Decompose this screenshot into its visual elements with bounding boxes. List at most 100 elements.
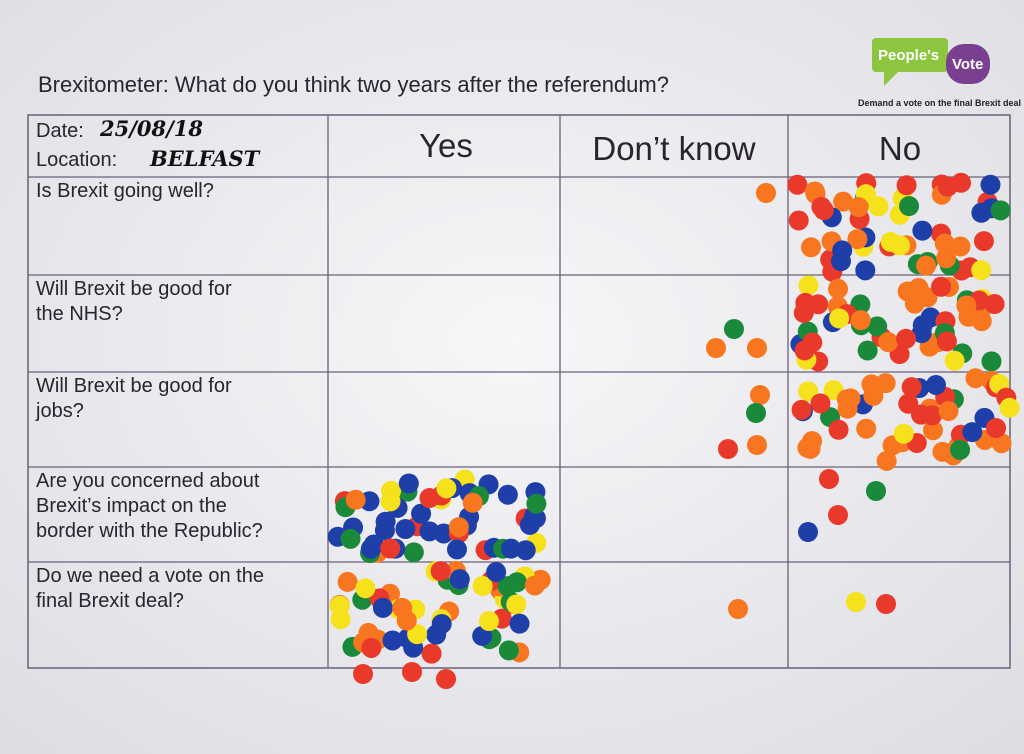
- sticker-dot: [330, 609, 351, 630]
- sticker-dot: [506, 572, 527, 593]
- sticker-dot: [893, 423, 914, 444]
- sticker-dots: [327, 172, 1020, 689]
- sticker-dot: [944, 350, 965, 371]
- sticker-dot: [896, 175, 917, 196]
- sticker-dot: [403, 542, 424, 563]
- sticker-dot: [380, 491, 401, 512]
- sticker-dot: [901, 377, 922, 398]
- sticker-dot: [936, 331, 957, 352]
- sticker-dot: [509, 613, 530, 634]
- question: Is Brexit going well?: [36, 180, 214, 202]
- sticker-dot: [819, 469, 839, 489]
- sticker-dot: [950, 439, 971, 460]
- sticker-dot: [395, 519, 416, 540]
- question: final Brexit deal?: [36, 590, 184, 612]
- sticker-dot: [971, 260, 992, 281]
- sticker-dot: [846, 592, 866, 612]
- question: Will Brexit be good for: [36, 278, 232, 300]
- logo: People's Vote Demand a vote on the final…: [858, 38, 1021, 108]
- question: jobs?: [35, 400, 84, 422]
- sticker-dot: [337, 571, 358, 592]
- sticker-dot: [515, 540, 536, 561]
- sticker-dot: [916, 255, 937, 276]
- sticker-dot: [449, 569, 470, 590]
- sticker-dot: [402, 662, 422, 682]
- sticker-dot: [433, 523, 454, 544]
- sticker-dot: [728, 599, 748, 619]
- sticker-dot: [828, 278, 849, 299]
- sticker-dot: [867, 316, 888, 337]
- question: Do we need a vote on the: [36, 565, 264, 587]
- sticker-dot: [837, 398, 858, 419]
- date: 25/08/18: [99, 116, 203, 141]
- sticker-dot: [747, 435, 767, 455]
- sticker-dot: [795, 292, 816, 313]
- sticker-dot: [718, 439, 738, 459]
- sticker-dot: [407, 624, 428, 645]
- sticker-dot: [866, 481, 886, 501]
- location-label: Location:: [36, 149, 117, 171]
- question: border with the Republic?: [36, 520, 263, 542]
- sticker-dot: [801, 237, 822, 258]
- sticker-dot: [421, 643, 442, 664]
- sticker-dot: [448, 517, 469, 538]
- sticker-dot: [828, 419, 849, 440]
- sticker-dot: [848, 197, 869, 218]
- location: BELFAST: [149, 146, 261, 171]
- sticker-dot: [363, 534, 384, 555]
- sticker-dot: [850, 310, 871, 331]
- sticker-dot: [911, 323, 932, 344]
- sticker-dot: [787, 174, 808, 195]
- sticker-dot: [802, 332, 823, 353]
- sticker-dot: [938, 401, 959, 422]
- sticker-dot: [392, 597, 413, 618]
- logo-text: Vote: [952, 56, 983, 73]
- sticker-dot: [436, 669, 456, 689]
- sticker-dot: [973, 231, 994, 252]
- question: the NHS?: [36, 303, 123, 325]
- sticker-dot: [950, 236, 971, 257]
- sticker-dot: [828, 505, 848, 525]
- sticker-dot: [956, 295, 977, 316]
- sticker-dot: [832, 240, 853, 261]
- column-header: No: [879, 130, 921, 167]
- sticker-dot: [750, 385, 770, 405]
- sticker-dot: [486, 562, 507, 583]
- sticker-dot: [855, 260, 876, 281]
- sticker-dot: [899, 196, 920, 217]
- sticker-dot: [856, 418, 877, 439]
- sticker-dot: [934, 233, 955, 254]
- sticker-dot: [991, 433, 1012, 454]
- sticker-dot: [382, 630, 403, 651]
- column-header: Yes: [419, 127, 473, 164]
- sticker-dot: [965, 368, 986, 389]
- sticker-dot: [922, 420, 943, 441]
- logo-box: [872, 38, 948, 72]
- sticker-dot: [361, 637, 382, 658]
- sticker-dot: [375, 511, 396, 532]
- sticker-dot: [811, 196, 832, 217]
- sticker-dot: [912, 220, 933, 241]
- sticker-dot: [937, 176, 958, 197]
- sticker-dot: [802, 431, 823, 452]
- sticker-dot: [358, 622, 379, 643]
- question: Are you concerned about: [36, 470, 260, 492]
- sticker-dot: [355, 578, 376, 599]
- title: Brexitometer: What do you think two year…: [38, 72, 669, 97]
- column-header: Don’t know: [592, 130, 755, 167]
- question: Will Brexit be good for: [36, 375, 232, 397]
- logo-tail: [884, 72, 898, 86]
- sticker-dot: [861, 374, 882, 395]
- sticker-dot: [925, 374, 946, 395]
- sticker-dot: [372, 597, 393, 618]
- sticker-dot: [472, 625, 493, 646]
- sticker-dot: [936, 248, 957, 269]
- sticker-dot: [526, 493, 547, 514]
- sticker-dot: [798, 275, 819, 296]
- sticker-dot: [724, 319, 744, 339]
- sticker-dot: [747, 338, 767, 358]
- sticker-dot: [345, 489, 366, 510]
- sticker-dot: [788, 210, 809, 231]
- logo-bubble: [946, 44, 990, 84]
